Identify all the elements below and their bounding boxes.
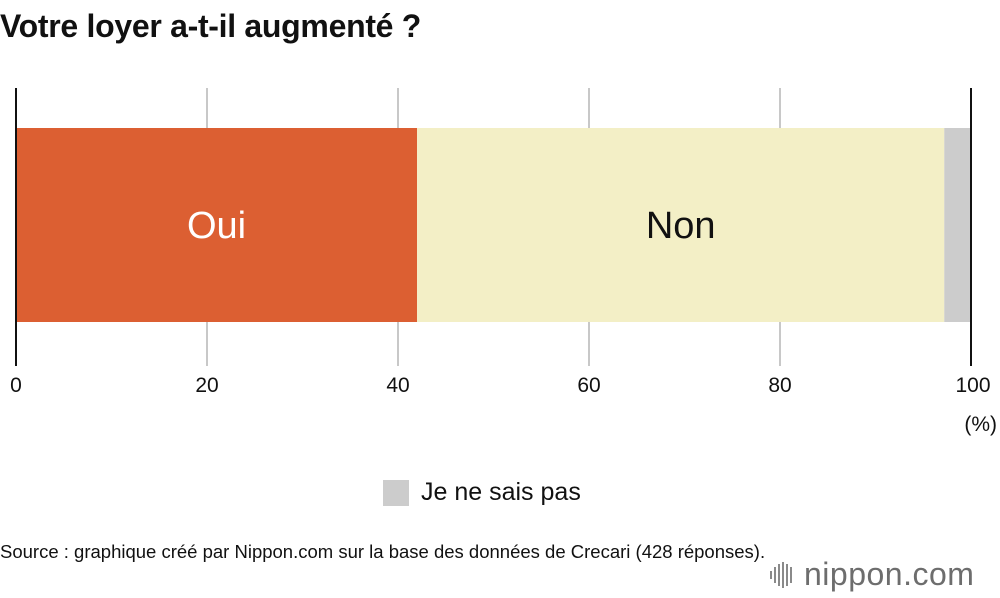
tick-label-20: 20 [195, 374, 218, 397]
tick-label-60: 60 [577, 374, 600, 397]
tick-label-100: 100 [955, 374, 990, 397]
nippon-logo: nippon.com [770, 556, 974, 593]
logo-word: nippon [804, 556, 904, 592]
bar-label-oui: Oui [187, 205, 246, 247]
bar-label-non: Non [646, 205, 716, 247]
tick-label-80: 80 [768, 374, 791, 397]
axis-unit-label: (%) [964, 413, 997, 436]
bar-segment-je-ne-sais-pas [944, 128, 971, 322]
nippon-wave-icon [770, 561, 792, 588]
bar-segment-non [417, 128, 945, 322]
legend: Je ne sais pas [383, 478, 581, 507]
chart-title: Votre loyer a-t-il augmenté ? [0, 8, 422, 44]
bar-segment-oui [16, 128, 418, 322]
source-note: Source : graphique créé par Nippon.com s… [0, 541, 766, 562]
logo-wordmark: nippon.com [804, 556, 974, 593]
logo-suffix: .com [903, 556, 975, 592]
legend-label: Je ne sais pas [421, 478, 581, 506]
tick-label-40: 40 [386, 374, 409, 397]
stacked-bar-chart: Oui Non 0 20 40 60 80 100 (%) [10, 88, 997, 436]
legend-swatch [383, 479, 409, 506]
tick-label-0: 0 [10, 374, 22, 397]
